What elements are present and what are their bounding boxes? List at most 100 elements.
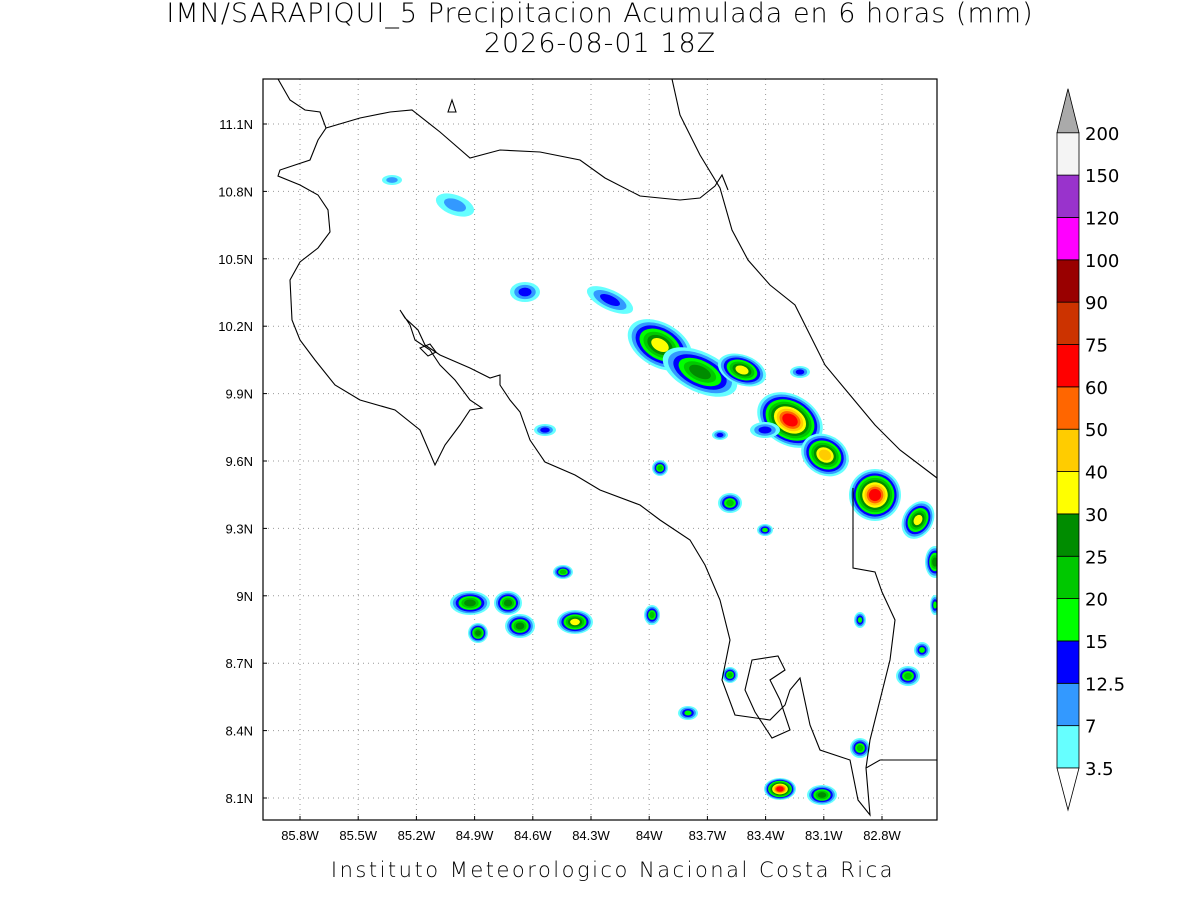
rain-contour <box>651 337 669 353</box>
colorbar-label: 75 <box>1085 336 1108 357</box>
coastlines <box>277 79 937 817</box>
map-frame <box>262 78 938 821</box>
rain-contour <box>932 557 937 567</box>
y-tick-label: 10.2N <box>218 319 253 334</box>
coastline-caribbean <box>671 79 937 479</box>
colorbar-segment <box>1056 132 1080 176</box>
rain-contour <box>795 369 805 375</box>
rain-contour <box>913 514 923 526</box>
rain-contour <box>817 792 827 798</box>
colorbar-segment <box>1056 471 1080 515</box>
x-tick-label: 83.7W <box>689 828 727 843</box>
colorbar-label: 50 <box>1085 420 1108 441</box>
colorbar-label: 40 <box>1085 463 1108 484</box>
rain-contour <box>559 569 567 575</box>
colorbar-label: 120 <box>1085 208 1119 229</box>
rain-contour <box>782 413 798 427</box>
colorbar-label: 12.5 <box>1085 674 1125 695</box>
colorbar-label: 20 <box>1085 590 1108 611</box>
colorbar-segment <box>1056 217 1080 261</box>
precipitation-field <box>382 175 937 805</box>
x-tick-label: 83.1W <box>805 828 843 843</box>
rain-contour <box>518 287 532 297</box>
border-panama <box>852 488 896 769</box>
colorbar-label: 150 <box>1085 166 1119 187</box>
y-tick-label: 9N <box>236 589 253 604</box>
rain-contour <box>657 465 663 471</box>
colorbar-segment <box>1056 386 1080 430</box>
osa-peninsula <box>744 655 791 739</box>
rain-contour <box>758 426 772 434</box>
y-tick-label: 9.6N <box>226 454 253 469</box>
x-tick-label: 84W <box>636 828 663 843</box>
subtitle: 2026-08-01 18Z <box>484 28 716 59</box>
x-tick-label: 85.2W <box>398 828 436 843</box>
rain-contour <box>689 364 711 380</box>
x-tick-label: 85.5W <box>339 828 377 843</box>
colorbar-segment <box>1056 682 1080 727</box>
island <box>447 98 457 113</box>
rain-contour <box>386 177 398 183</box>
rain-contour <box>684 710 692 716</box>
colorbar-label: 100 <box>1085 251 1119 272</box>
y-tick-label: 9.9N <box>226 387 253 402</box>
colorbar-under <box>1056 767 1080 812</box>
colorbar-segment <box>1056 640 1080 684</box>
rain-contour <box>444 198 466 212</box>
x-tick-label: 85.8W <box>281 828 319 843</box>
title: IMN/SARAPIQUI_5 Precipitacion Acumulada … <box>166 0 1033 29</box>
rain-contour <box>726 499 734 507</box>
rain-contour <box>716 432 724 438</box>
rain-contour <box>515 622 525 630</box>
x-tick-label: 84.6W <box>514 828 552 843</box>
colorbar-segment <box>1056 555 1080 599</box>
rain-contour <box>868 488 882 502</box>
colorbar-segment <box>1056 174 1080 218</box>
rain-contour <box>919 647 925 653</box>
rain-contour <box>933 601 937 609</box>
colorbar-segment <box>1056 725 1080 769</box>
colorbar-label: 60 <box>1085 378 1108 399</box>
colorbar-segment <box>1056 259 1080 303</box>
rain-contour <box>464 599 476 607</box>
colorbar-label: 7 <box>1085 717 1096 738</box>
rain-contour <box>735 365 749 375</box>
rain-contour <box>776 786 784 792</box>
colorbar: 3.5 7 12.5 15 20 25 30 40 50 60 75 90 100 120 150 200 <box>1056 88 1125 812</box>
border-north <box>325 109 729 201</box>
rain-contour <box>475 630 481 636</box>
y-tick-label: 10.8N <box>218 184 253 199</box>
colorbar-segment <box>1056 428 1080 472</box>
colorbar-label: 25 <box>1085 547 1108 568</box>
rain-contour <box>857 617 863 623</box>
rain-contour <box>649 611 655 619</box>
rain-contour <box>503 599 513 607</box>
colorbar-segment <box>1056 344 1080 388</box>
y-tick-label: 8.7N <box>226 656 253 671</box>
lake-island <box>419 343 437 357</box>
x-tick-label: 84.9W <box>456 828 494 843</box>
y-tick-label: 11.1N <box>219 117 253 132</box>
rain-contour <box>856 744 864 752</box>
y-tick-label: 9.3N <box>226 521 253 536</box>
y-tick-label: 8.4N <box>226 724 253 739</box>
rain-contour <box>570 618 580 626</box>
rain-contour <box>762 527 768 533</box>
colorbar-label: 30 <box>1085 505 1108 526</box>
footer: Instituto Meteorologico Nacional Costa R… <box>331 858 895 882</box>
colorbar-over <box>1056 88 1080 134</box>
colorbar-segment <box>1056 598 1080 642</box>
y-tick-label: 10.5N <box>218 252 253 267</box>
x-tick-label: 83.4W <box>747 828 785 843</box>
colorbar-label: 200 <box>1085 124 1119 145</box>
colorbar-segment <box>1056 301 1080 345</box>
coastline <box>277 79 937 817</box>
rain-contour <box>540 427 550 433</box>
x-tick-label: 84.3W <box>572 828 610 843</box>
rain-contour <box>904 672 912 680</box>
colorbar-label: 90 <box>1085 293 1108 314</box>
colorbar-segment <box>1056 513 1080 557</box>
rain-contour <box>600 293 620 307</box>
rain-contour <box>818 449 832 461</box>
